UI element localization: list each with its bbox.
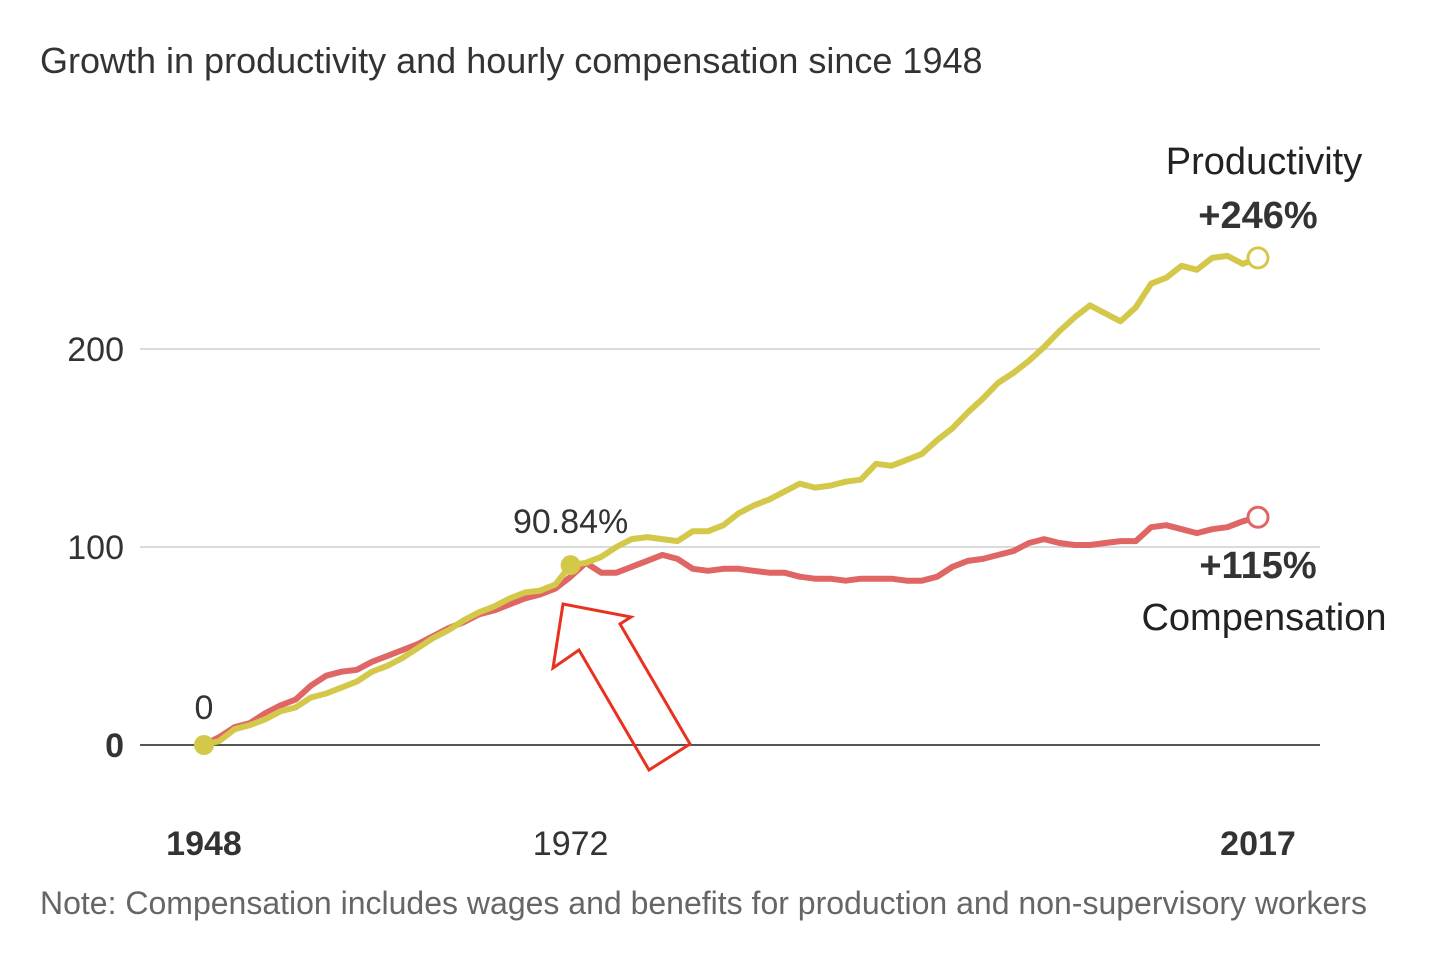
x-tick-label: 1948 — [166, 825, 242, 863]
productivity-line — [201, 252, 1261, 748]
annotations: 0 90.84% — [195, 503, 629, 727]
y-tick-label: 100 — [67, 529, 124, 567]
chart-title: Growth in productivity and hourly compen… — [40, 40, 983, 81]
divergence-point-marker — [560, 555, 581, 576]
productivity-end-marker — [1246, 246, 1270, 270]
callout-arrow — [550, 602, 693, 773]
x-tick-label: 1972 — [533, 825, 609, 863]
y-tick-label: 0 — [105, 727, 124, 765]
gridlines — [140, 348, 1320, 746]
productivity-end-value: +246% — [1198, 195, 1317, 237]
productivity-series-label: Productivity — [1166, 141, 1362, 183]
annotation-label: 0 — [195, 689, 214, 727]
compensation-end-marker — [1246, 505, 1270, 529]
annotation-label: 90.84% — [513, 503, 628, 541]
y-tick-label: 200 — [67, 331, 124, 369]
start-point-marker — [194, 735, 214, 755]
series-markers — [194, 246, 1270, 755]
compensation-series-label: Compensation — [1141, 597, 1386, 639]
x-axis-ticks: 1948 1972 2017 — [166, 825, 1296, 863]
chart-note: Note: Compensation includes wages and be… — [40, 885, 1367, 921]
series-lines — [201, 252, 1261, 748]
series-labels: Productivity +246% +115% Compensation — [1141, 141, 1386, 639]
x-tick-label: 2017 — [1220, 825, 1296, 863]
callout-arrow-icon — [550, 602, 693, 773]
compensation-line — [201, 514, 1261, 748]
y-axis-ticks: 0 100 200 — [67, 331, 124, 765]
compensation-end-value: +115% — [1199, 545, 1316, 587]
